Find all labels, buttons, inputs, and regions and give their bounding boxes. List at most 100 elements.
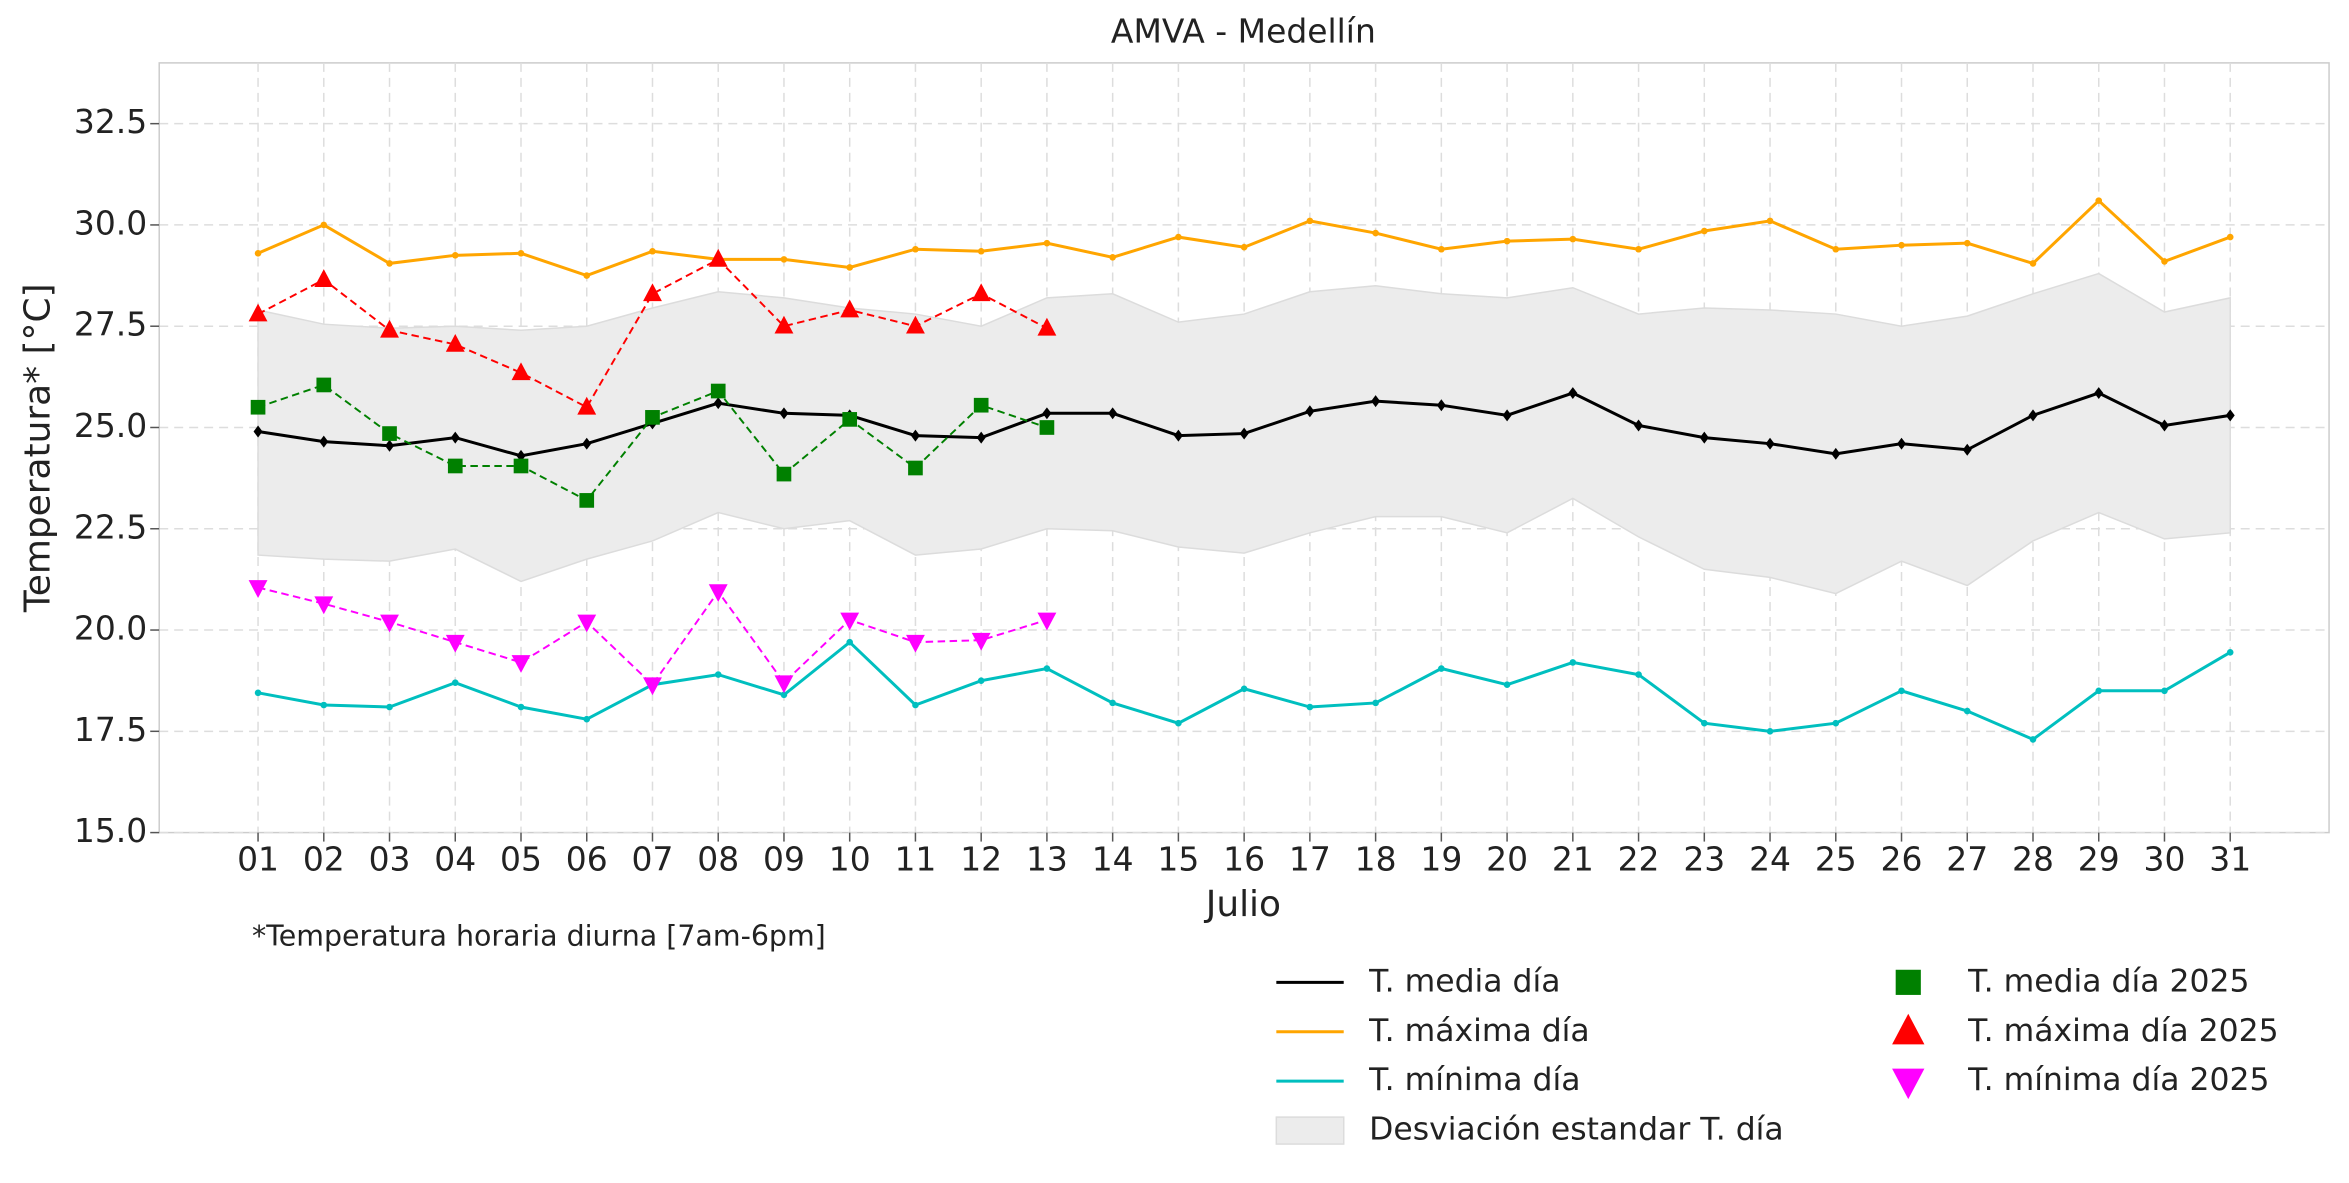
point: [2161, 687, 2168, 695]
point: [1371, 395, 1381, 408]
x-tick-label: 02: [303, 840, 345, 879]
x-tick-label: 10: [829, 840, 871, 879]
point: [1240, 243, 1248, 251]
point: [1438, 245, 1445, 253]
legend-swatch: [1275, 1116, 1345, 1145]
point: [842, 412, 858, 427]
point: [513, 458, 529, 474]
point: [316, 377, 332, 393]
point: [577, 614, 597, 633]
legend-label: T. media día 2025: [1967, 963, 2249, 999]
point: [1635, 671, 1642, 678]
point: [1043, 239, 1051, 247]
point: [846, 264, 853, 271]
legend-label: Desviación estandar T. día: [1369, 1112, 1784, 1148]
x-tick-label: 18: [1355, 840, 1397, 879]
legend-marker: [1892, 1013, 1925, 1045]
point: [2095, 197, 2103, 204]
point: [976, 431, 986, 444]
point: [1765, 437, 1775, 450]
y-tick-label: 20.0: [74, 609, 147, 648]
point: [840, 612, 860, 631]
point: [1175, 719, 1182, 727]
point: [1438, 665, 1445, 672]
point: [1898, 687, 1905, 695]
point: [779, 407, 789, 420]
point: [314, 596, 334, 615]
point: [912, 245, 919, 253]
footnote: *Temperatura horaria diurna [7am-6pm]: [252, 919, 826, 952]
x-tick-label: 20: [1486, 840, 1528, 879]
point: [906, 315, 925, 334]
x-tick-label: 12: [960, 840, 1002, 879]
x-tick-label: 13: [1026, 840, 1068, 879]
point: [1503, 237, 1511, 245]
point: [2095, 687, 2103, 695]
legend-marker: [1895, 969, 1921, 995]
x-tick-label: 11: [894, 840, 936, 879]
point: [910, 429, 920, 442]
point: [447, 458, 463, 474]
point: [2225, 409, 2235, 422]
point: [2029, 736, 2037, 743]
point: [1043, 665, 1051, 672]
point: [1175, 233, 1182, 241]
point: [1766, 728, 1774, 735]
point: [1963, 707, 1971, 715]
x-tick-label: 29: [2078, 840, 2120, 879]
point: [1898, 241, 1905, 249]
point: [977, 677, 985, 684]
point: [314, 269, 334, 287]
y-tick-label: 15.0: [74, 811, 147, 850]
legend-label: T. media día: [1368, 963, 1560, 999]
point: [248, 303, 268, 322]
point: [1963, 239, 1971, 247]
point: [1502, 409, 1512, 422]
point: [451, 679, 459, 686]
chart-title: AMVA - Medellín: [1111, 11, 1376, 50]
point: [1173, 429, 1183, 442]
point: [1962, 443, 1972, 456]
x-axis-label: Julio: [1204, 884, 1281, 925]
point: [1240, 685, 1248, 693]
y-tick-label: 30.0: [74, 203, 147, 242]
point: [649, 247, 656, 255]
point: [973, 397, 989, 413]
point: [1306, 217, 1314, 225]
point: [2226, 233, 2234, 241]
point: [1503, 681, 1511, 689]
point: [380, 614, 399, 633]
legend-label: T. máxima día: [1368, 1013, 1590, 1049]
x-tick-label: 05: [500, 840, 542, 879]
point: [774, 315, 794, 334]
point: [708, 248, 728, 267]
y-tick-label: 22.5: [74, 507, 147, 546]
point: [1109, 699, 1116, 707]
point: [386, 703, 393, 711]
point: [1701, 227, 1708, 235]
point: [1832, 245, 1840, 253]
point: [645, 410, 660, 425]
point: [1239, 427, 1249, 440]
point: [1701, 719, 1708, 727]
point: [1372, 229, 1379, 237]
point: [254, 249, 262, 257]
legend-marker: [1892, 1068, 1925, 1100]
point: [846, 638, 853, 646]
point: [774, 675, 794, 694]
point: [780, 691, 788, 699]
point: [386, 260, 393, 267]
x-tick-label: 09: [763, 840, 805, 879]
point: [382, 426, 397, 441]
x-tick-label: 21: [1552, 840, 1594, 879]
point: [517, 249, 525, 257]
point: [2029, 260, 2037, 267]
point: [380, 319, 399, 338]
x-tick-label: 26: [1881, 840, 1923, 879]
y-tick-label: 27.5: [74, 305, 147, 344]
point: [1634, 419, 1644, 432]
point: [840, 299, 860, 318]
point: [1569, 659, 1577, 666]
point: [1372, 699, 1379, 707]
point: [1699, 431, 1709, 444]
